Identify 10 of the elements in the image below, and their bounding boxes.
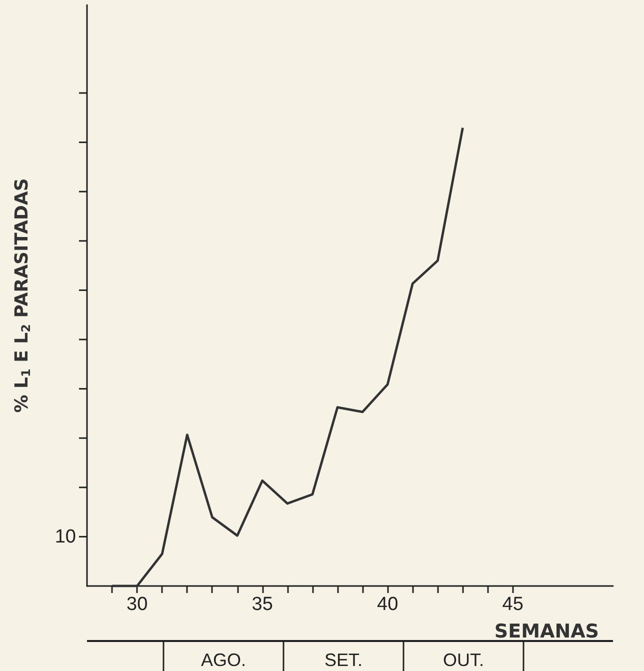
x-tick-label: 35 <box>252 594 273 615</box>
x-tick-label: 45 <box>502 594 524 615</box>
x-axis-title: SEMANAS <box>494 620 599 642</box>
x-tick-label: 30 <box>126 594 148 615</box>
text: OUT. <box>442 650 484 670</box>
text: AGO. <box>200 650 246 670</box>
x-tick-label: 40 <box>377 594 398 615</box>
text: SET. <box>324 650 363 670</box>
y-axis-title: % L1 E L2 PARASITADAS <box>12 178 33 413</box>
text: 10 <box>54 526 76 548</box>
